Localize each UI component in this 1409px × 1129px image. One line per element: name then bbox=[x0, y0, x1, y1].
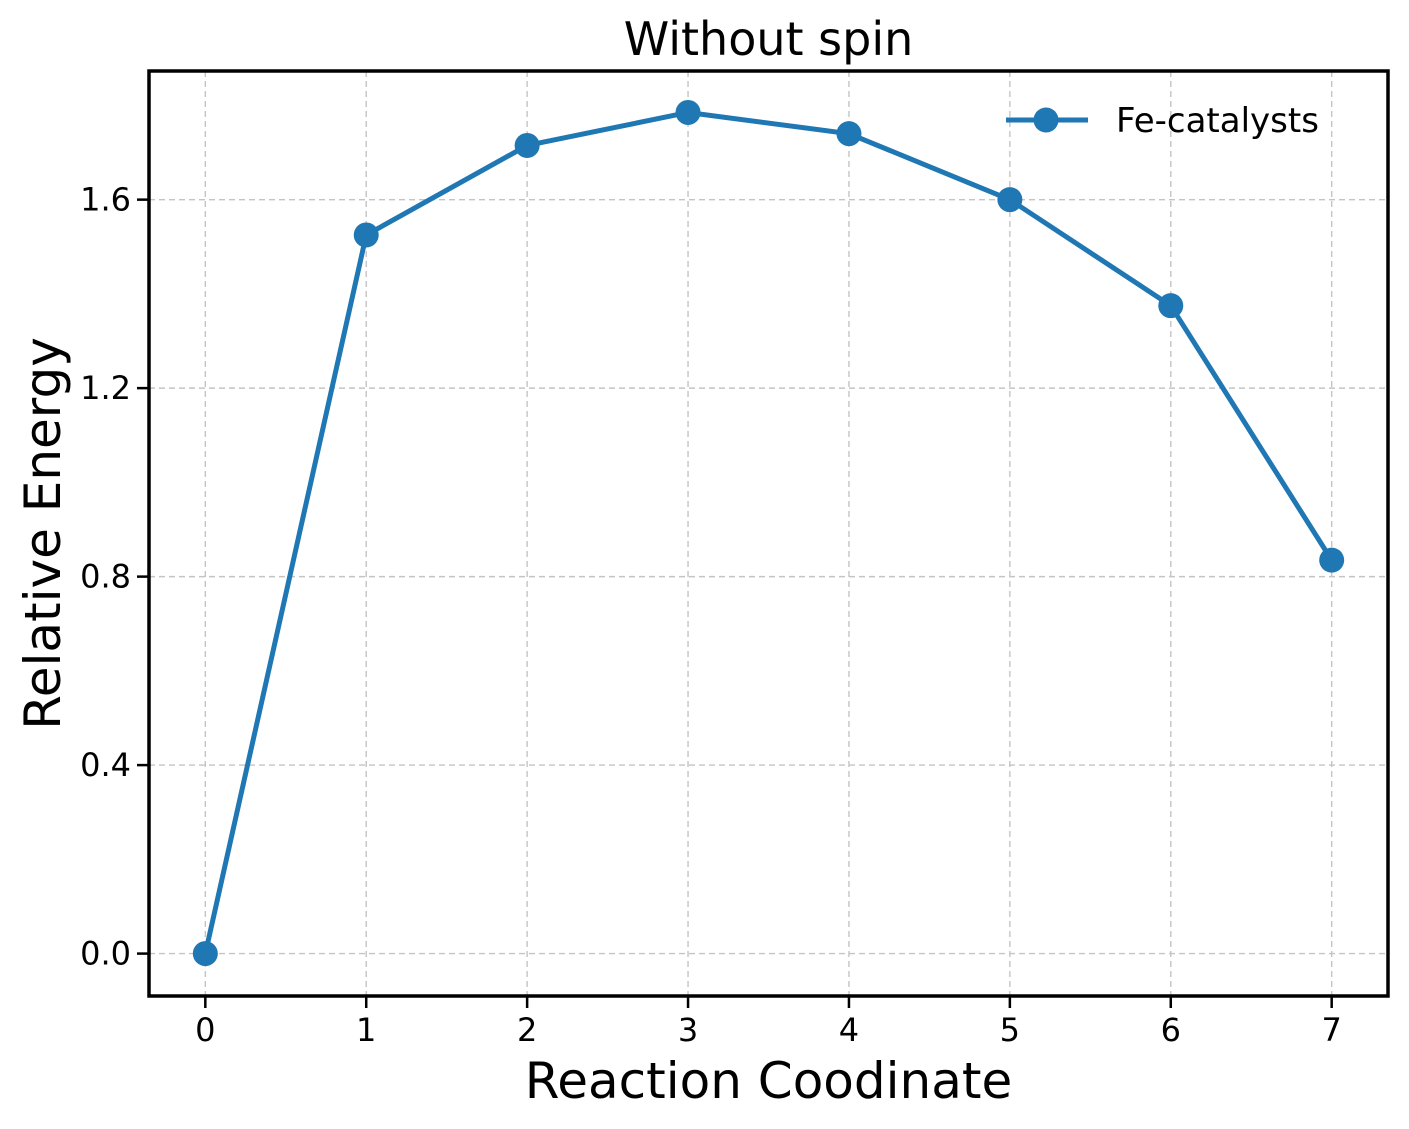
x-tick-label: 5 bbox=[1000, 1011, 1020, 1049]
y-axis: 0.0 0.4 0.8 1.2 1.6 bbox=[80, 181, 149, 973]
x-tick-label: 0 bbox=[195, 1011, 215, 1049]
x-tick-label: 1 bbox=[356, 1011, 376, 1049]
data-point bbox=[514, 132, 540, 158]
legend: Fe-catalysts bbox=[1006, 101, 1319, 141]
y-tick-label: 1.2 bbox=[80, 369, 131, 407]
data-point bbox=[1158, 293, 1184, 319]
x-tick-label: 7 bbox=[1322, 1011, 1342, 1049]
plot-frame bbox=[147, 69, 1390, 998]
y-tick-label: 1.6 bbox=[80, 181, 131, 219]
x-axis: 0 1 2 3 4 5 6 7 bbox=[195, 996, 1342, 1049]
data-point bbox=[353, 222, 379, 248]
grid bbox=[149, 71, 1388, 996]
data-point bbox=[836, 121, 862, 147]
data-point bbox=[1319, 547, 1345, 573]
data-point bbox=[675, 99, 701, 125]
x-tick-label: 2 bbox=[517, 1011, 537, 1049]
y-tick-label: 0.8 bbox=[80, 558, 131, 596]
x-tick-label: 6 bbox=[1161, 1011, 1181, 1049]
series-layer bbox=[192, 99, 1345, 967]
series-line bbox=[202, 109, 1335, 957]
y-tick-label: 0.4 bbox=[80, 746, 131, 784]
x-axis-title: Reaction Coodinate bbox=[525, 1052, 1012, 1110]
y-axis-title: Relative Energy bbox=[14, 337, 72, 730]
data-point bbox=[997, 187, 1023, 213]
legend-marker-swatch bbox=[1033, 107, 1059, 133]
data-point bbox=[192, 941, 218, 967]
x-tick-label: 3 bbox=[678, 1011, 698, 1049]
chart-title: Without spin bbox=[624, 12, 914, 66]
legend-label: Fe-catalysts bbox=[1116, 101, 1319, 141]
x-tick-label: 4 bbox=[839, 1011, 859, 1049]
y-tick-label: 0.0 bbox=[80, 935, 131, 973]
